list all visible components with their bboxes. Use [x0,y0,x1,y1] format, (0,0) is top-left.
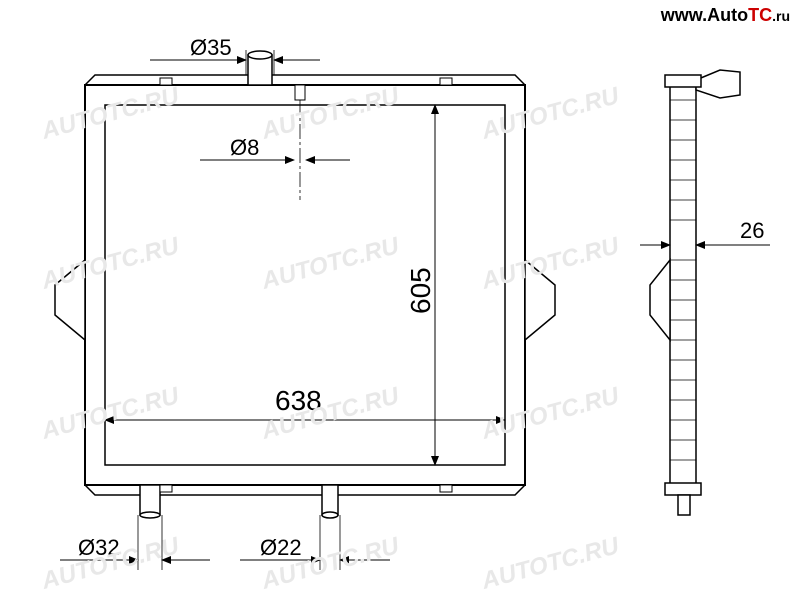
dim-h605: 605 [405,267,436,314]
dim-w638: 638 [275,385,322,416]
dim-d35: Ø35 [190,35,232,60]
dim-d22: Ø22 [260,535,302,560]
drawing-canvas: Ø35 Ø8 Ø32 Ø22 605 638 26 [0,0,800,600]
dim-t26: 26 [740,218,764,243]
dim-d32: Ø32 [78,535,120,560]
front-view [55,51,555,518]
dim-d8: Ø8 [230,135,259,160]
side-view [650,70,740,515]
